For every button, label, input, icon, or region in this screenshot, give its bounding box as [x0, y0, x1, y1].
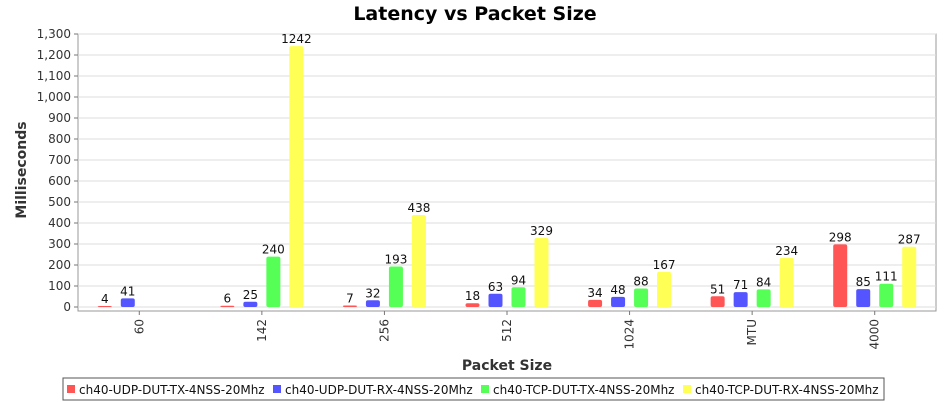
bar: [465, 303, 480, 307]
data-label: 193: [384, 252, 407, 266]
bar: [588, 299, 603, 307]
x-tick-label: MTU: [745, 319, 759, 345]
y-tick-label: 600: [48, 174, 71, 188]
legend-swatch: [481, 385, 489, 393]
y-tick-label: 1,000: [37, 90, 71, 104]
bar: [779, 257, 794, 307]
data-label: 32: [365, 286, 380, 300]
data-labels: 4 41 6 25 240 1242 7 32 193 438 18 63 94 329 34 48 88 167…: [101, 32, 921, 306]
data-label: 63: [488, 280, 503, 294]
legend-label: ch40-UDP-DUT-RX-4NSS-20Mhz: [285, 383, 473, 397]
chart-title: Latency vs Packet Size: [353, 3, 596, 25]
bar: [388, 266, 403, 307]
bar: [488, 293, 503, 307]
data-label: 85: [856, 275, 871, 289]
bar: [97, 306, 112, 307]
data-label: 34: [587, 286, 602, 300]
data-label: 111: [875, 270, 898, 284]
y-tick-label: 1,100: [37, 69, 71, 83]
data-label: 48: [610, 283, 625, 297]
x-tick-label: 142: [255, 319, 269, 342]
x-tick-label: 60: [132, 319, 146, 334]
data-label: 7: [346, 292, 354, 306]
data-label: 51: [710, 282, 725, 296]
bar: [634, 288, 649, 307]
bar: [365, 300, 380, 307]
data-label: 84: [756, 275, 771, 289]
y-tick-label: 100: [48, 279, 71, 293]
legend-label: ch40-TCP-DUT-TX-4NSS-20Mhz: [493, 383, 674, 397]
gridlines: [78, 33, 936, 308]
legend-swatch: [273, 385, 281, 393]
legend-swatch: [683, 385, 691, 393]
legend-label: ch40-UDP-DUT-TX-4NSS-20Mhz: [79, 383, 265, 397]
x-axis-ticks: 60 142 256 512 1024 MTU 4000: [132, 311, 882, 350]
data-label: 4: [101, 292, 109, 306]
y-tick-label: 900: [48, 111, 71, 125]
data-label: 18: [465, 289, 480, 303]
bar: [289, 46, 304, 308]
data-label: 25: [243, 288, 258, 302]
legend-label: ch40-TCP-DUT-RX-4NSS-20Mhz: [695, 383, 879, 397]
data-label: 298: [829, 230, 852, 244]
bar: [220, 305, 235, 307]
y-tick-label: 700: [48, 153, 71, 167]
data-label: 438: [407, 201, 430, 215]
y-tick-label: 1,200: [37, 48, 71, 62]
x-tick-label: 256: [377, 319, 391, 342]
data-label: 88: [633, 275, 648, 289]
bar: [342, 305, 357, 307]
data-label: 41: [120, 284, 135, 298]
x-tick-label: 4000: [868, 319, 882, 350]
bar: [411, 215, 426, 307]
data-label: 329: [530, 224, 553, 238]
data-label: 71: [733, 278, 748, 292]
x-tick-label: 1024: [623, 319, 637, 350]
data-label: 287: [898, 233, 921, 247]
data-label: 240: [262, 243, 285, 257]
y-tick-label: 0: [63, 300, 71, 314]
legend-box: [62, 377, 885, 401]
y-tick-label: 400: [48, 216, 71, 230]
bars: [97, 46, 917, 308]
y-tick-label: 300: [48, 237, 71, 251]
bar: [120, 298, 135, 307]
bar: [879, 283, 894, 307]
legend-swatch: [67, 385, 75, 393]
bar: [856, 289, 871, 307]
bar: [756, 289, 771, 307]
data-label: 94: [511, 273, 526, 287]
y-tick-label: 200: [48, 258, 71, 272]
data-label: 234: [775, 244, 798, 258]
y-axis-label: Milliseconds: [14, 121, 30, 218]
bar: [243, 301, 258, 307]
x-tick-label: 512: [500, 319, 514, 342]
y-tick-label: 1,300: [37, 27, 71, 41]
bar: [657, 271, 672, 307]
bar: [902, 246, 917, 307]
bar: [733, 292, 748, 307]
data-label: 1242: [281, 32, 312, 46]
bar: [710, 296, 725, 307]
data-label: 167: [653, 258, 676, 272]
data-label: 6: [224, 292, 232, 306]
bar: [266, 256, 281, 307]
y-tick-label: 800: [48, 132, 71, 146]
bar: [611, 296, 626, 307]
y-axis-ticks: 0 100 200 300 400 500 600 700 800 900 1,000 1,100 1,…: [37, 27, 78, 314]
y-tick-label: 500: [48, 195, 71, 209]
legend: ch40-UDP-DUT-TX-4NSS-20Mhz ch40-UDP-DUT-R…: [67, 383, 879, 397]
bar: [833, 244, 848, 307]
bar: [511, 287, 526, 307]
x-axis-label: Packet Size: [462, 358, 552, 374]
bar: [534, 237, 549, 307]
